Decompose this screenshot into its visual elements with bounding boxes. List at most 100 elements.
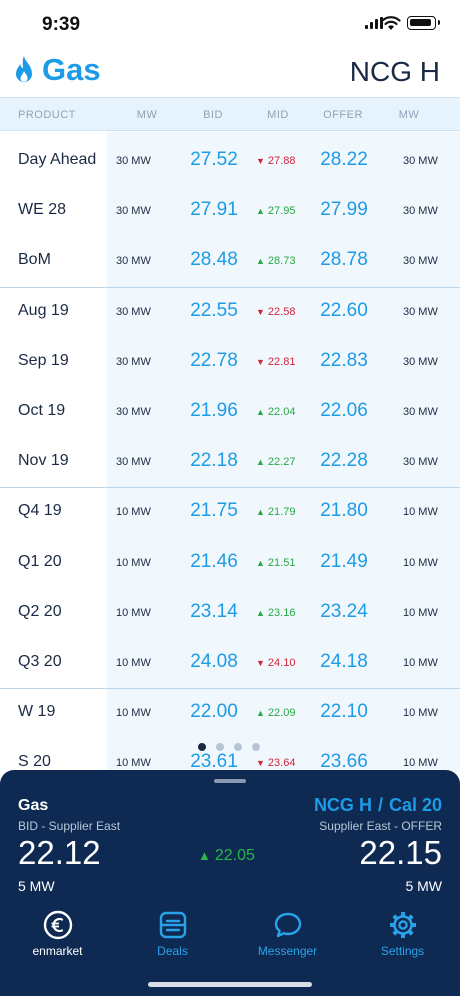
row-product: Nov 19 — [18, 452, 69, 470]
table-row[interactable]: WE 28 30 MW 27.91 ▲ 27.95 27.99 30 MW — [0, 184, 460, 234]
tab-enmarket[interactable]: enmarket — [0, 906, 115, 966]
table-row[interactable]: Q3 20 10 MW 24.08 ▼ 24.10 24.18 10 MW — [0, 636, 460, 686]
row-offer-volume: 10 MW — [403, 707, 438, 720]
drag-handle[interactable] — [214, 779, 246, 783]
row-bid-price[interactable]: 28.48 — [190, 249, 238, 271]
row-offer-price[interactable]: 22.28 — [320, 450, 368, 472]
row-bid-price[interactable]: 23.61 — [190, 751, 238, 772]
table-row[interactable]: BoM 30 MW 28.48 ▲ 28.73 28.78 30 MW — [0, 234, 460, 284]
panel-offer-label: Supplier East - OFFER — [319, 819, 442, 833]
panel-bid-price[interactable]: 22.12 — [18, 834, 101, 871]
row-mid-price: ▲ 22.09 — [256, 707, 304, 719]
page-dot[interactable] — [252, 743, 260, 751]
row-product: W 19 — [18, 703, 56, 721]
up-triangle-icon: ▲ — [256, 708, 265, 719]
table-row[interactable]: Oct 19 30 MW 21.96 ▲ 22.04 22.06 30 MW — [0, 385, 460, 435]
row-bid-price[interactable]: 22.78 — [190, 349, 238, 371]
panel-offer-price[interactable]: 22.15 — [359, 834, 442, 871]
table-row[interactable]: Day Ahead 30 MW 27.52 ▼ 27.88 28.22 30 MW — [0, 134, 460, 184]
hub-selector[interactable]: NCG H — [349, 56, 440, 87]
row-mid-value: 27.88 — [267, 155, 296, 167]
row-bid-price[interactable]: 24.08 — [190, 651, 238, 672]
page-dot[interactable] — [216, 743, 224, 751]
row-bid-price[interactable]: 22.55 — [190, 299, 238, 321]
group-separator — [0, 688, 460, 690]
tab-deals[interactable]: Deals — [115, 906, 230, 966]
tab-label: Deals — [157, 944, 188, 958]
row-mid-value: 23.16 — [267, 606, 296, 619]
row-bid-price[interactable]: 23.14 — [190, 600, 238, 622]
row-bid-price[interactable]: 27.91 — [190, 199, 238, 221]
row-offer-price[interactable]: 21.80 — [320, 500, 368, 522]
row-mid-value: 21.79 — [267, 506, 296, 519]
row-offer-price[interactable]: 27.99 — [320, 199, 368, 221]
row-offer-price[interactable]: 23.66 — [320, 751, 368, 772]
row-mid-value: 22.27 — [267, 456, 296, 469]
row-product: Oct 19 — [18, 402, 66, 419]
column-header-mw-offer: MW — [398, 109, 420, 121]
row-offer-price[interactable]: 21.49 — [320, 550, 368, 572]
table-row[interactable]: S 20 10 MW 23.61 ▼ 23.64 23.66 10 MW — [0, 736, 460, 772]
column-header-offer: OFFER — [323, 109, 363, 121]
table-row[interactable]: Q2 20 10 MW 23.14 ▲ 23.16 23.24 10 MW — [0, 586, 460, 636]
row-offer-price[interactable]: 22.10 — [320, 701, 368, 723]
row-product: S 20 — [18, 753, 51, 771]
euro-icon — [43, 910, 73, 940]
row-product: WE 28 — [18, 201, 67, 219]
table-row[interactable]: Nov 19 30 MW 22.18 ▲ 22.27 22.28 30 MW — [0, 435, 460, 485]
row-mid-price: ▼ 22.58 — [256, 306, 304, 318]
row-offer-price[interactable]: 23.24 — [320, 600, 368, 622]
row-offer-price[interactable]: 22.83 — [320, 349, 368, 371]
row-product: Aug 19 — [18, 301, 69, 319]
down-triangle-icon: ▼ — [256, 356, 265, 367]
row-product: BoM — [18, 251, 51, 269]
row-bid-price[interactable]: 21.46 — [190, 550, 238, 572]
row-offer-price[interactable]: 28.22 — [320, 149, 368, 170]
row-offer-price[interactable]: 24.18 — [320, 651, 368, 672]
column-header-row: PRODUCT MW BID MID OFFER MW — [0, 97, 460, 131]
down-triangle-icon: ▼ — [256, 156, 265, 166]
flame-icon — [16, 56, 32, 82]
table-row[interactable]: Sep 19 30 MW 22.78 ▼ 22.81 22.83 30 MW — [0, 335, 460, 385]
table-row[interactable]: Aug 19 30 MW 22.55 ▼ 22.58 22.60 30 MW — [0, 285, 460, 335]
table-row[interactable]: W 19 10 MW 22.00 ▲ 22.09 22.10 10 MW — [0, 686, 460, 736]
row-bid-volume: 30 MW — [116, 355, 151, 368]
table-row[interactable]: Q4 19 10 MW 21.75 ▲ 21.79 21.80 10 MW — [0, 485, 460, 535]
row-offer-volume: 10 MW — [403, 606, 438, 619]
row-product: Day Ahead — [18, 151, 97, 168]
up-triangle-icon: ▲ — [256, 256, 265, 267]
row-offer-price[interactable]: 22.06 — [320, 400, 368, 421]
down-triangle-icon: ▼ — [256, 306, 265, 317]
row-mid-value: 27.95 — [267, 205, 296, 218]
page-dot[interactable] — [234, 743, 242, 751]
row-offer-volume: 10 MW — [403, 556, 438, 569]
row-mid-price: ▲ 22.27 — [256, 456, 304, 468]
row-bid-price[interactable]: 21.75 — [190, 500, 238, 522]
row-offer-price[interactable]: 28.78 — [320, 249, 368, 271]
group-separator — [0, 487, 460, 489]
price-table: Day Ahead 30 MW 27.52 ▼ 27.88 28.22 30 MW WE 28… — [0, 132, 460, 772]
row-mid-price: ▲ 21.51 — [256, 557, 304, 569]
page-dot[interactable] — [198, 743, 206, 751]
panel-hub: NCG H — [313, 795, 372, 815]
row-bid-price[interactable]: 22.00 — [190, 701, 238, 723]
tab-label: enmarket — [32, 944, 83, 958]
tab-bar: enmarket Deals Messenger — [0, 906, 460, 966]
tab-messenger[interactable]: Messenger — [230, 906, 345, 966]
column-header-product: PRODUCT — [18, 109, 76, 121]
page-indicator[interactable] — [198, 743, 268, 753]
row-bid-price[interactable]: 27.52 — [190, 149, 238, 170]
row-product: Q1 20 — [18, 552, 62, 570]
panel-mid-price: ▲ 22.05 — [198, 847, 255, 865]
row-bid-price[interactable]: 22.18 — [190, 450, 238, 472]
row-bid-price[interactable]: 21.96 — [190, 400, 238, 421]
row-mid-price: ▼ 24.10 — [256, 657, 304, 669]
panel-hub-contract: NCG H / Cal 20 — [314, 795, 442, 816]
home-indicator[interactable] — [148, 982, 312, 987]
row-offer-price[interactable]: 22.60 — [320, 299, 368, 321]
tab-settings[interactable]: Settings — [345, 906, 460, 966]
row-offer-volume: 10 MW — [403, 506, 438, 519]
selected-contract-panel[interactable]: Gas BID - Supplier East 22.12 5 MW NCG H… — [0, 770, 460, 996]
table-row[interactable]: Q1 20 10 MW 21.46 ▲ 21.51 21.49 10 MW — [0, 536, 460, 586]
row-product: Q3 20 — [18, 653, 62, 670]
